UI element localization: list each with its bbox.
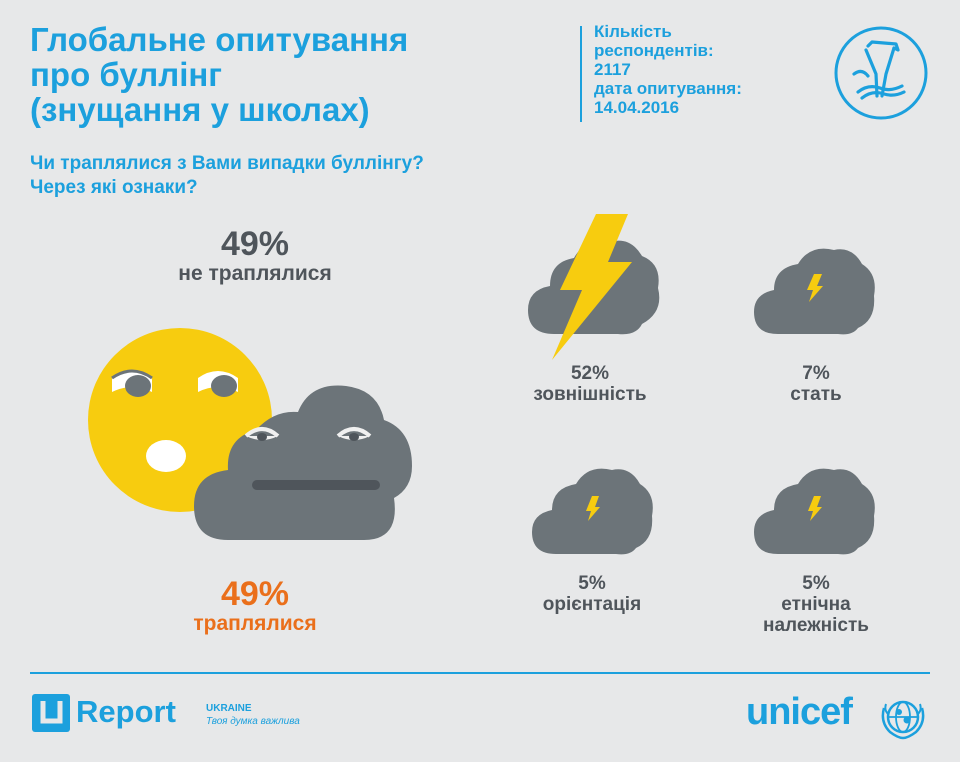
not-happened-stat: 49% не траплялися (120, 226, 390, 286)
meta-respondents-count: 2117 (594, 60, 631, 79)
meta-date-value: 14.04.2016 (594, 98, 680, 117)
title-line-2: про буллінг (30, 56, 223, 93)
unicef-wordmark: unicef (746, 691, 853, 733)
category-appearance-percent: 52% (570, 363, 610, 384)
footer-divider (30, 672, 930, 674)
category-ethnicity-label-2: належність (763, 615, 869, 636)
not-happened-label: не траплялися (178, 262, 332, 285)
category-gender: 7% стать (706, 363, 926, 405)
happened-label: траплялися (193, 612, 317, 635)
slingshot-icon (834, 26, 928, 120)
meta-respondents-label-2: респондентів: (594, 41, 714, 60)
lightning-cloud-icon (754, 248, 875, 335)
category-orientation-label: орієнтація (542, 594, 642, 615)
ureport-tagline: Твоя думка важлива (206, 716, 300, 727)
category-gender-percent: 7% (802, 363, 830, 384)
survey-question: Чи траплялися з Вами випадки буллінгу? Ч… (30, 152, 630, 200)
meta-respondents-label: Кількість (594, 22, 672, 41)
category-ethnicity-percent: 5% (802, 573, 830, 594)
category-orientation: 5% орієнтація (482, 573, 702, 615)
ureport-country: UKRAINE (206, 703, 252, 714)
lightning-cloud-icon (754, 468, 875, 555)
category-appearance-label: зовнішність (533, 384, 647, 405)
meta-divider (580, 26, 582, 122)
smiley-face-icon (88, 328, 272, 512)
lightning-cloud-icon (532, 468, 653, 555)
question-line-2: Через які ознаки? (30, 177, 198, 198)
meta-date-label: дата опитування: (594, 79, 742, 98)
faces-illustration (88, 328, 412, 540)
title-line-3: (знущання у школах) (30, 91, 370, 128)
survey-meta: Кількість респондентів: 2117 дата опитув… (594, 22, 794, 117)
category-gender-label: стать (790, 384, 842, 405)
category-orientation-percent: 5% (578, 573, 606, 594)
unicef-globe-icon (881, 700, 925, 740)
page-title: Глобальне опитування про буллінг (знущан… (30, 22, 570, 127)
question-line-1: Чи траплялися з Вами випадки буллінгу? (30, 153, 424, 174)
ureport-wordmark: Report (76, 694, 176, 729)
happened-stat: 49% траплялися (130, 576, 380, 636)
category-appearance: 52% зовнішність (480, 363, 700, 405)
not-happened-percent: 49% (220, 225, 290, 263)
lightning-cloud-icon (528, 214, 660, 360)
ureport-logo-icon (32, 694, 70, 732)
happened-percent: 49% (220, 575, 290, 613)
sad-cloud-icon (194, 385, 412, 540)
category-ethnicity-label-1: етнічна (781, 594, 851, 615)
category-ethnicity: 5% етнічна належність (706, 573, 926, 636)
title-line-1: Глобальне опитування (30, 21, 409, 58)
